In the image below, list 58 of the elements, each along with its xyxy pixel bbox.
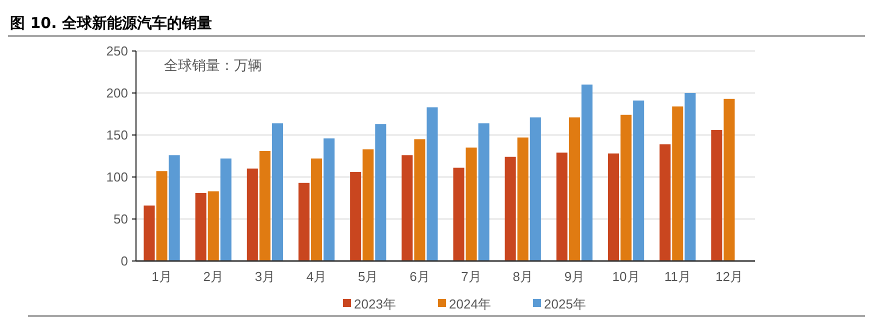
- y-tick-label: 250: [106, 44, 128, 59]
- bar: [144, 206, 155, 261]
- legend-label: 2024年: [449, 296, 491, 312]
- bar: [556, 152, 568, 261]
- bar: [504, 156, 516, 261]
- x-tick-label: 3月: [254, 269, 276, 284]
- x-tick-label: 6月: [410, 269, 430, 284]
- y-tick-label: 100: [106, 170, 128, 185]
- y-tick-label: 0: [120, 254, 128, 269]
- x-tick-label: 5月: [358, 269, 378, 284]
- legend-label: 2023年: [354, 296, 396, 312]
- bar: [156, 171, 168, 261]
- x-tick-label: 8月: [512, 269, 533, 284]
- x-tick-label: 1月: [152, 269, 172, 284]
- y-tick-label: 150: [106, 128, 128, 143]
- x-tick-label: 9月: [564, 269, 585, 284]
- bar: [195, 192, 206, 261]
- x-tick-label: 4月: [306, 269, 327, 284]
- bar: [581, 84, 593, 261]
- x-tick-label: 12月: [715, 269, 743, 284]
- chart-title: 图 10. 全球新能源汽车的销量: [10, 14, 212, 32]
- y-tick-label: 50: [114, 212, 128, 227]
- bar: [220, 158, 232, 261]
- bar: [272, 123, 284, 261]
- bar: [660, 144, 671, 261]
- x-tick-label: 2月: [203, 269, 224, 284]
- bar: [208, 191, 219, 261]
- x-tick-label: 10月: [612, 269, 640, 284]
- x-tick-label: 11月: [664, 269, 691, 284]
- bar: [453, 168, 464, 261]
- bar: [530, 117, 541, 261]
- x-tick-label: 7月: [461, 269, 482, 284]
- bar: [517, 138, 528, 261]
- y-tick-label: 200: [106, 86, 128, 101]
- bar: [311, 158, 322, 261]
- bar: [259, 150, 270, 261]
- bar: [246, 168, 258, 261]
- bar: [298, 182, 310, 261]
- bar: [350, 172, 362, 261]
- bar: [711, 130, 722, 261]
- bar: [633, 100, 644, 261]
- bar: [362, 149, 374, 261]
- bar: [168, 155, 180, 261]
- bar: [466, 148, 477, 261]
- bar: [684, 93, 696, 261]
- annotation: 全球销量：万辆: [164, 58, 262, 74]
- bar: [620, 114, 632, 261]
- bar: [568, 117, 580, 261]
- bar: [375, 124, 386, 261]
- bar: [608, 153, 620, 261]
- bar: [478, 123, 490, 261]
- bar: [402, 155, 413, 261]
- bar: [672, 106, 684, 261]
- bar: [414, 139, 426, 261]
- bar: [426, 107, 438, 261]
- bar: [324, 138, 335, 261]
- legend-label: 2025年: [544, 296, 586, 312]
- bar: [724, 98, 735, 261]
